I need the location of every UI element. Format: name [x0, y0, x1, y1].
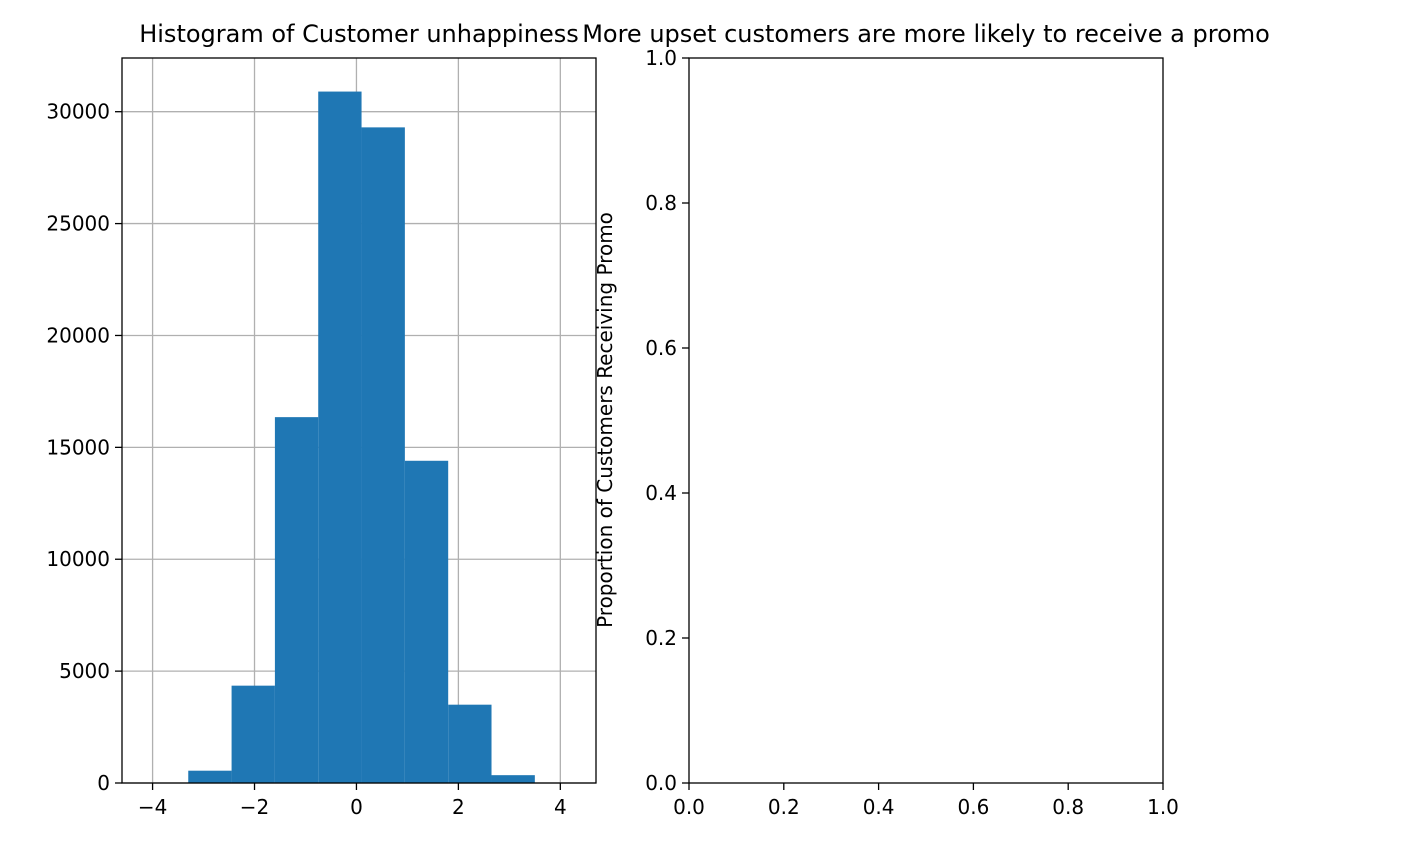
y-tick-label: 0.6: [645, 336, 677, 360]
histogram-bar: [274, 417, 319, 783]
x-tick-label: 0.0: [673, 795, 705, 819]
y-tick-label: 0.0: [645, 771, 677, 795]
x-tick-label: −4: [138, 795, 167, 819]
histogram-x-ticks: −4 −2 0 2 4: [138, 783, 567, 819]
x-tick-label: −2: [240, 795, 269, 819]
histogram-y-ticks: 0 5000 10000 15000 20000 25000 30000: [46, 100, 122, 795]
x-tick-label: 2: [452, 795, 465, 819]
y-tick-label: 5000: [59, 659, 110, 683]
x-tick-label: 4: [554, 795, 567, 819]
x-tick-label: 0: [350, 795, 363, 819]
histogram-bar: [188, 770, 232, 783]
y-tick-label: 0.4: [645, 481, 677, 505]
y-tick-label: 10000: [46, 547, 110, 571]
promo-axes-frame: [688, 57, 1164, 784]
y-tick-label: 15000: [46, 435, 110, 459]
x-tick-label: 0.8: [1052, 795, 1084, 819]
x-tick-label: 0.2: [768, 795, 800, 819]
y-tick-label: 30000: [46, 100, 110, 124]
y-tick-label: 25000: [46, 212, 110, 236]
y-tick-label: 0.8: [645, 191, 677, 215]
histogram-bars: [188, 91, 535, 783]
histogram-bar: [491, 775, 535, 783]
y-tick-label: 0.2: [645, 626, 677, 650]
promo-title: More upset customers are more likely to …: [582, 20, 1270, 48]
promo-panel: 0.0 0.2 0.4 0.6 0.8 1.0 0.0 0.2 0.4 0.6 0.8 1.0 Pr…: [582, 20, 1270, 819]
x-tick-label: 1.0: [1147, 795, 1179, 819]
y-tick-label: 20000: [46, 323, 110, 347]
y-tick-label: 0: [97, 771, 110, 795]
histogram-bar: [448, 704, 492, 783]
x-tick-label: 0.6: [957, 795, 989, 819]
x-tick-label: 0.4: [863, 795, 895, 819]
histogram-axes-frame: [121, 57, 597, 784]
promo-y-ticks: 0.0 0.2 0.4 0.6 0.8 1.0: [645, 46, 689, 795]
histogram-bar: [404, 460, 449, 783]
histogram-bar: [361, 127, 405, 783]
histogram-bar: [318, 91, 362, 783]
histogram-title: Histogram of Customer unhappiness: [139, 20, 579, 48]
histogram-panel: −4 −2 0 2 4 0 5000 10000 15000 20000 25000 30000 H…: [46, 20, 597, 819]
promo-x-ticks: 0.0 0.2 0.4 0.6 0.8 1.0: [673, 783, 1179, 819]
promo-ylabel: Proportion of Customers Receiving Promo: [593, 212, 617, 628]
histogram-bar: [231, 685, 275, 783]
y-tick-label: 1.0: [645, 46, 677, 70]
